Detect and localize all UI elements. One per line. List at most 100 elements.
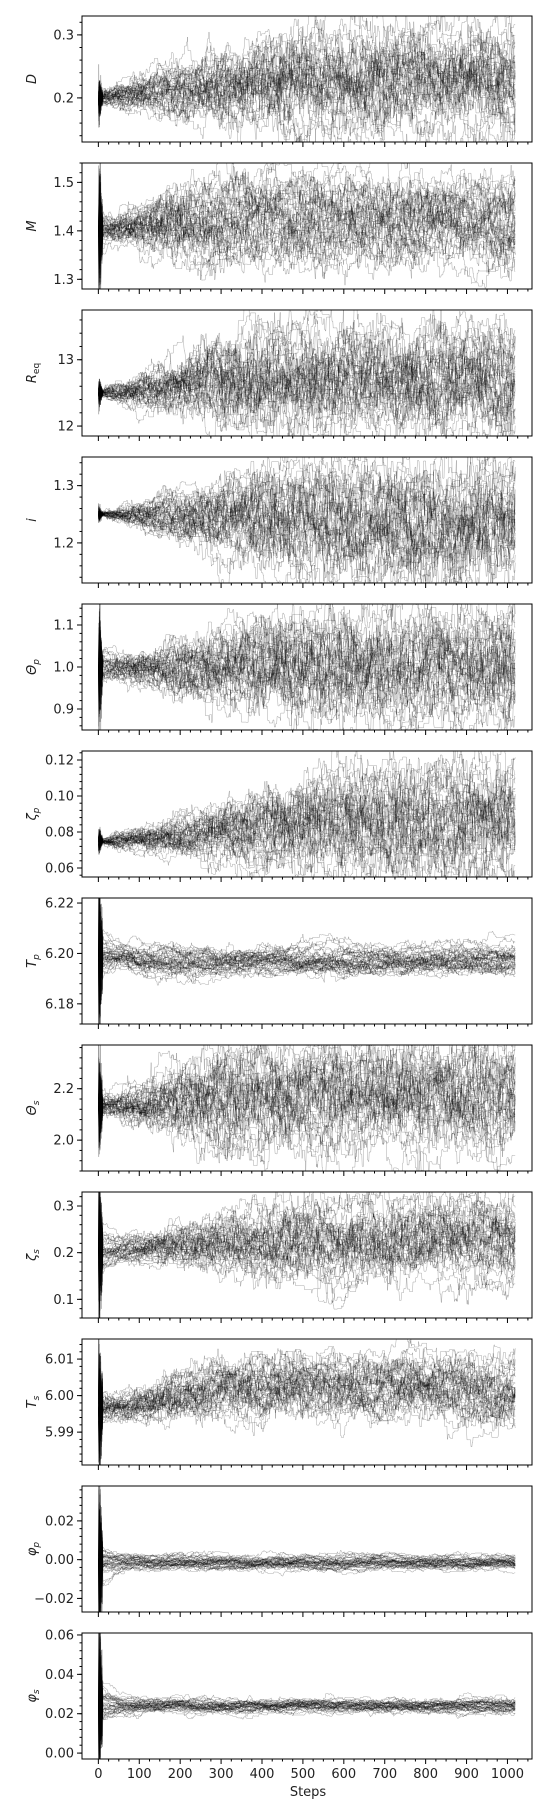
walker-traces [98, 1467, 515, 1652]
y-tick-label: 6.00 [45, 1389, 74, 1404]
y-tick-label: 12 [57, 420, 74, 435]
walker-line [98, 1508, 515, 1637]
y-axis-label: Θs [25, 1100, 42, 1115]
walker-line [98, 1665, 515, 1757]
panel-1: 0.20.3D [25, 0, 532, 160]
x-tick-label: 600 [331, 1767, 356, 1782]
x-axis: 0 100 200 300 400 500 600 700 800 900 1000 [94, 1767, 524, 1782]
walker-line [98, 1669, 515, 1752]
panel-frame [82, 1486, 532, 1612]
y-axis-label-symbol: i [25, 518, 40, 522]
y-tick-label: 2.0 [53, 1134, 74, 1149]
walker-line [98, 888, 515, 1001]
panel-2: 1.31.41.5M [25, 138, 532, 317]
walker-traces [98, 570, 515, 766]
panel-4: 1.21.3i [25, 412, 532, 621]
y-tick-label: 6.18 [45, 997, 74, 1012]
panel-5: 0.91.01.1Θp [25, 570, 532, 766]
walker-line [98, 1616, 515, 1753]
y-tick-label: 6.22 [45, 897, 74, 912]
walker-line [98, 1631, 515, 1730]
y-axis-label: D [25, 74, 40, 84]
walker-traces [98, 734, 515, 922]
y-tick-label: 0.2 [53, 1246, 74, 1261]
x-tick-label: 0 [94, 1767, 102, 1782]
walker-line [98, 1677, 515, 1755]
y-tick-label: 6.01 [45, 1353, 74, 1368]
walker-line [98, 1618, 515, 1750]
y-tick-label: 1.3 [53, 273, 74, 288]
walker-line [98, 1619, 515, 1744]
y-tick-label: 1.0 [53, 661, 74, 676]
walker-line [98, 1626, 515, 1765]
panel-10: 5.99 6.00 6.01 Ts [25, 1298, 532, 1480]
x-tick-label: 100 [127, 1767, 152, 1782]
walker-line [98, 1680, 515, 1755]
y-axis-label: ζs [25, 1249, 42, 1262]
walker-line [98, 1650, 515, 1771]
y-axis-label-symbol: M [25, 220, 40, 231]
y-axis-label-subscript: eq [32, 363, 42, 374]
y-tick-label: 0.1 [53, 1293, 74, 1308]
walker-line [98, 943, 515, 1020]
walker-line [98, 1353, 515, 1469]
y-axis-label-symbol: Θ [25, 665, 40, 675]
walker-traces [98, 842, 515, 1064]
walker-line [98, 1653, 515, 1733]
y-axis-label-subscript: p [32, 1542, 42, 1549]
panel-9: 0.10.20.3ζs [25, 1124, 532, 1350]
y-axis-label-symbol: Θ [25, 1105, 40, 1115]
panel-frame [82, 1633, 532, 1759]
walker-line [98, 1594, 515, 1769]
y-tick-label: 6.20 [45, 947, 74, 962]
walker-line [98, 911, 515, 1064]
y-axis-label-subscript: p [32, 807, 42, 814]
x-tick-label: 200 [168, 1767, 193, 1782]
y-axis-label-subscript: p [32, 659, 42, 666]
y-tick-label: 2.2 [53, 1082, 74, 1097]
walker-line [98, 1620, 515, 1738]
x-axis-label: Steps [290, 1785, 327, 1800]
walker-line [98, 1495, 515, 1597]
y-tick-label: 1.3 [53, 479, 74, 494]
walker-line [98, 1480, 515, 1615]
y-axis-label: Ts [25, 1395, 42, 1408]
y-tick-label: 1.5 [53, 176, 74, 191]
walker-line [98, 1663, 515, 1732]
y-tick-label: 0.2 [53, 91, 74, 106]
y-axis-label: Tp [25, 954, 42, 968]
walker-traces [98, 1298, 515, 1480]
y-tick-label: 5.99 [45, 1426, 74, 1441]
walker-traces [98, 412, 515, 621]
walker-line [98, 1507, 515, 1597]
y-tick-label: 0.02 [45, 1707, 74, 1722]
y-axis-label: ζp [25, 807, 42, 821]
y-axis-label-subscript: s [32, 1100, 42, 1105]
walker-line [98, 1656, 515, 1740]
y-tick-label: 0.9 [53, 703, 74, 718]
walker-line [98, 1642, 515, 1747]
walker-traces [98, 0, 515, 160]
panel-7: 6.18 6.20 6.22 Tp [25, 842, 532, 1064]
y-axis-label-subscript: s [32, 1395, 42, 1400]
walker-line [98, 1485, 515, 1604]
walker-line [98, 1682, 515, 1768]
walker-line [98, 1679, 515, 1763]
y-tick-label: 0.12 [45, 754, 74, 769]
walker-line [98, 1667, 515, 1761]
walker-line [98, 1494, 515, 1613]
y-axis-label-symbol: D [25, 74, 40, 84]
walker-line [98, 1510, 515, 1595]
walker-line [98, 1538, 515, 1616]
y-axis-label-subscript: s [32, 1689, 42, 1694]
walker-line [98, 1502, 515, 1649]
walker-traces [98, 1124, 515, 1350]
y-axis-label: φs [25, 1689, 42, 1703]
x-tick-label: 500 [290, 1767, 315, 1782]
y-axis-label-symbol: R [25, 374, 40, 383]
walker-line [98, 1516, 515, 1650]
